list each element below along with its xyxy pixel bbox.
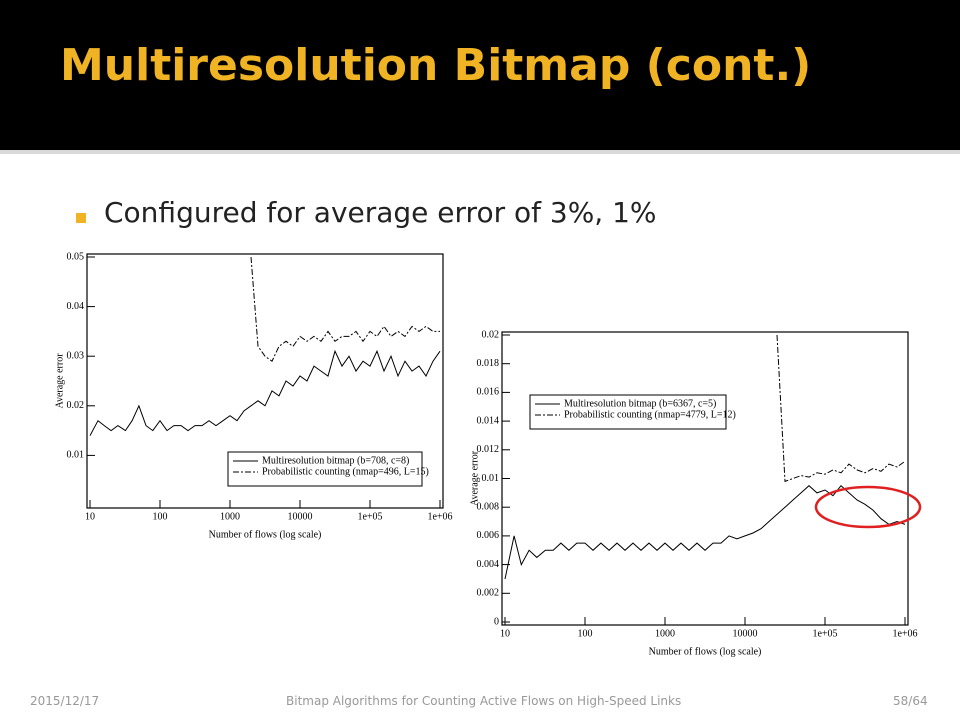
x-tick-label: 1e+06 bbox=[427, 511, 452, 522]
slide-title: Multiresolution Bitmap (cont.) bbox=[60, 40, 812, 91]
chart-background bbox=[455, 322, 925, 660]
x-tick-label: 1e+05 bbox=[812, 628, 837, 639]
y-tick-label: 0.01 bbox=[482, 473, 500, 484]
y-tick-label: 0 bbox=[494, 616, 499, 627]
x-tick-label: 100 bbox=[153, 511, 168, 522]
bullet-mark bbox=[76, 213, 86, 223]
y-tick-label: 0.008 bbox=[477, 501, 500, 512]
legend-label: Probabilistic counting (nmap=4779, L=12) bbox=[564, 409, 736, 420]
legend-label: Probabilistic counting (nmap=496, L=15) bbox=[262, 466, 429, 477]
legend-label: Multiresolution bitmap (b=6367, c=5) bbox=[564, 398, 716, 409]
x-axis-label: Number of flows (log scale) bbox=[649, 646, 762, 657]
x-tick-label: 1000 bbox=[655, 628, 675, 639]
y-tick-label: 0.016 bbox=[477, 387, 500, 398]
x-tick-label: 10000 bbox=[288, 511, 313, 522]
x-tick-label: 1e+06 bbox=[892, 628, 917, 639]
title-bar: Multiresolution Bitmap (cont.) bbox=[0, 0, 960, 154]
x-tick-label: 10 bbox=[85, 511, 95, 522]
y-tick-label: 0.02 bbox=[482, 329, 500, 340]
legend-box bbox=[529, 394, 727, 430]
legend-box bbox=[227, 451, 423, 487]
chart-background bbox=[55, 250, 447, 548]
y-axis-label: Average error bbox=[54, 353, 65, 409]
x-tick-label: 100 bbox=[578, 628, 593, 639]
y-tick-label: 0.03 bbox=[67, 350, 85, 361]
y-axis-label: Average error bbox=[469, 450, 480, 506]
y-tick-label: 0.018 bbox=[477, 358, 500, 369]
series-line bbox=[250, 256, 440, 362]
y-tick-label: 0.04 bbox=[67, 301, 85, 312]
footer-page: 58/64 bbox=[893, 694, 928, 708]
footer-date: 2015/12/17 bbox=[30, 694, 100, 708]
series-line bbox=[776, 334, 906, 483]
y-tick-label: 0.01 bbox=[67, 450, 85, 461]
y-tick-label: 0.006 bbox=[477, 530, 500, 541]
x-tick-label: 1000 bbox=[220, 511, 240, 522]
y-tick-label: 0.014 bbox=[477, 415, 500, 426]
bullet-text: Configured for average error of 3%, 1% bbox=[104, 196, 657, 229]
legend-label: Multiresolution bitmap (b=708, c=8) bbox=[262, 455, 409, 466]
series-line bbox=[89, 349, 441, 436]
y-tick-label: 0.012 bbox=[477, 444, 500, 455]
plot-frame bbox=[86, 253, 444, 509]
y-tick-label: 0.02 bbox=[67, 400, 85, 411]
y-tick-label: 0.004 bbox=[477, 559, 500, 570]
x-tick-label: 1e+05 bbox=[357, 511, 382, 522]
footer-caption: Bitmap Algorithms for Counting Active Fl… bbox=[286, 694, 682, 708]
series-line bbox=[504, 484, 906, 580]
y-tick-label: 0.05 bbox=[67, 251, 85, 262]
x-axis-label: Number of flows (log scale) bbox=[209, 529, 322, 540]
highlight-ellipse bbox=[814, 485, 922, 529]
x-tick-label: 10 bbox=[500, 628, 510, 639]
y-tick-label: 0.002 bbox=[477, 588, 500, 599]
x-tick-label: 10000 bbox=[733, 628, 758, 639]
